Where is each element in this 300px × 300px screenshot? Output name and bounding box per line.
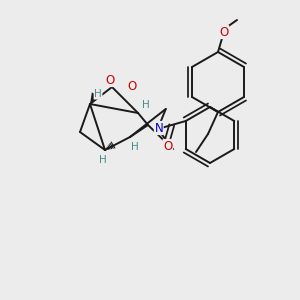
Polygon shape	[90, 92, 98, 104]
Text: H: H	[94, 89, 102, 99]
Text: O: O	[163, 140, 172, 152]
Text: H: H	[142, 100, 150, 110]
Text: O: O	[105, 74, 115, 86]
Text: H: H	[99, 155, 107, 165]
Text: O: O	[128, 80, 136, 92]
Text: H: H	[131, 142, 139, 152]
Text: N: N	[154, 122, 163, 134]
Text: O: O	[219, 26, 229, 38]
